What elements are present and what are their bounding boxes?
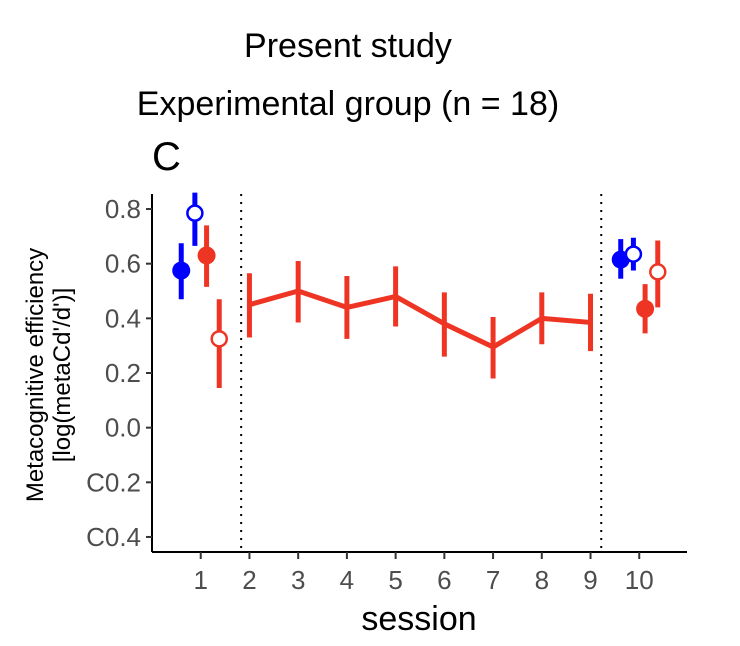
y-tick-label: 0.8 [105,194,141,224]
y-tick-label: 0.2 [105,358,141,388]
x-tick-label: 1 [193,565,207,595]
y-tick-label: 0.6 [105,249,141,279]
chart-title-line-2: Experimental group (n = 18) [137,85,559,123]
chart-title-line-1: Present study [244,27,452,65]
y-tick-label: C0.2 [86,467,141,497]
x-tick-label: 8 [535,565,549,595]
x-axis-title: session [361,600,476,638]
y-tick-label: 0.0 [105,413,141,443]
training-series-line [248,288,591,350]
x-tick-label: 2 [242,565,256,595]
open-point [210,330,228,348]
plot-area: C0.4 C0.2 0.0 0.2 0.4 0.6 0.8 1 2 3 4 5 6 7 8 9 10 [86,192,687,595]
y-tick-label: C0.4 [86,522,141,552]
panel-letter: C [152,135,181,179]
open-point [186,204,204,222]
open-point [624,245,643,263]
y-axis-title-line-1: Metacognitive efficiency [22,248,49,502]
x-tick-label: 3 [291,565,305,595]
y-tick-label: 0.4 [105,303,141,333]
filled-point [172,261,191,280]
filled-point [197,246,216,265]
x-tick-label: 6 [437,565,451,595]
x-tick-label: 4 [340,565,354,595]
x-tick-label: 10 [625,565,654,595]
x-tick-label: 9 [583,565,597,595]
x-tick-label: 7 [486,565,500,595]
y-axis-title-line-2: [log(metaCd'/d')] [49,288,76,463]
open-point [649,263,667,281]
filled-point [636,299,655,318]
x-tick-label: 5 [388,565,402,595]
y-axis-title: Metacognitive efficiency [log(metaCd'/d'… [22,248,76,502]
